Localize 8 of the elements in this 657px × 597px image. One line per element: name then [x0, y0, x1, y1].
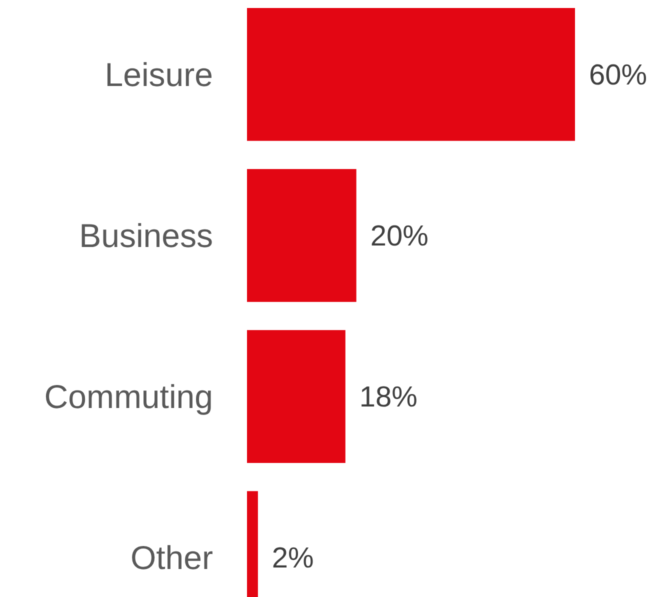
data-label: 20%	[370, 220, 428, 253]
y-tick-label: Other	[130, 539, 213, 576]
y-tick-label: Commuting	[44, 378, 213, 416]
data-label: 60%	[589, 60, 648, 92]
data-label: 18%	[359, 382, 418, 414]
y-tick-label: Business	[79, 217, 213, 254]
y-tick-label: Leisure	[104, 56, 213, 93]
data-label: 2%	[272, 542, 314, 575]
